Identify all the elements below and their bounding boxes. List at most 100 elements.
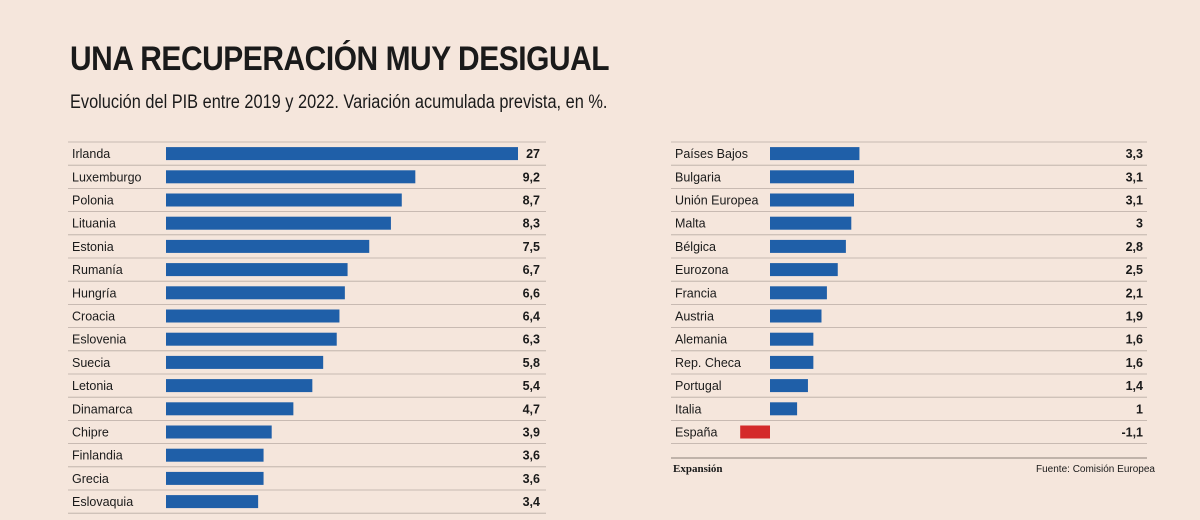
- bar: [166, 170, 416, 184]
- value-label: 6,6: [523, 286, 540, 300]
- category-label: Portugal: [675, 379, 722, 393]
- value-label: 3,9: [523, 426, 540, 440]
- chart-row: Portugal 1,4: [671, 379, 1147, 398]
- chart-row: Letonia 5,4: [68, 379, 546, 398]
- chart-row: Eurozona 2,5: [671, 263, 1147, 282]
- category-label: Chipre: [72, 426, 109, 440]
- chart-row: Francia 2,1: [671, 286, 1147, 305]
- value-label: 2,8: [1126, 240, 1143, 254]
- bar-negative: [740, 425, 770, 439]
- category-label: Letonia: [72, 379, 113, 393]
- bar: [166, 263, 348, 277]
- bar: [166, 425, 272, 439]
- category-label: Francia: [675, 286, 717, 300]
- bar: [166, 379, 313, 393]
- chart-row: Unión Europea 3,1: [671, 193, 1147, 213]
- chart-row: Países Bajos 3,3: [671, 147, 1147, 166]
- bar: [166, 239, 370, 253]
- chart-row: Lituania 8,3: [68, 216, 546, 236]
- bar: [166, 355, 324, 369]
- category-label: Grecia: [72, 472, 109, 486]
- value-label: 4,7: [523, 402, 540, 416]
- bar: [166, 332, 337, 346]
- value-label: 9,2: [523, 170, 540, 184]
- bar: [166, 495, 259, 509]
- chart-row: Alemania 1,6: [671, 332, 1147, 352]
- bar: [770, 355, 814, 369]
- value-label: 1,6: [1126, 333, 1143, 347]
- category-label: Eslovaquia: [72, 495, 133, 509]
- category-label: Italia: [675, 402, 701, 416]
- value-label: 3,6: [523, 472, 540, 486]
- value-label: 3,4: [523, 495, 540, 509]
- value-label: 27: [526, 147, 540, 161]
- chart-row: Rumanía 6,7: [68, 263, 546, 282]
- chart-row: Eslovenia 6,3: [68, 332, 546, 352]
- bar: [166, 309, 340, 323]
- value-label: 2,5: [1126, 263, 1143, 277]
- value-label: 5,8: [523, 356, 540, 370]
- category-label: Malta: [675, 217, 706, 231]
- value-label: 6,4: [523, 310, 540, 324]
- chart-left-panel: Irlanda 27 Luxemburgo 9,2 Polonia 8,7 Lituania…: [68, 141, 546, 514]
- chart-row: Luxemburgo 9,2: [68, 170, 546, 189]
- chart-row: Finlandia 3,6: [68, 448, 546, 468]
- chart-row: Rep. Checa 1,6: [671, 355, 1147, 375]
- value-label: 8,7: [523, 194, 540, 208]
- category-label: Croacia: [72, 310, 115, 324]
- category-label: Unión Europea: [675, 194, 758, 208]
- chart-row: Eslovaquia 3,4: [68, 495, 546, 514]
- bar: [166, 402, 294, 416]
- category-label: Austria: [675, 310, 714, 324]
- value-label: 5,4: [523, 379, 540, 393]
- value-label: 1,4: [1126, 379, 1143, 393]
- category-label: Luxemburgo: [72, 170, 142, 184]
- chart-row: Austria 1,9: [671, 309, 1147, 329]
- category-label: Suecia: [72, 356, 110, 370]
- bar: [770, 170, 855, 184]
- chart-row: Croacia 6,4: [68, 309, 546, 329]
- bar: [770, 309, 822, 323]
- value-label: 3: [1136, 217, 1143, 231]
- chart-right-panel: Países Bajos 3,3 Bulgaria 3,1 Unión Europea 3…: [671, 141, 1147, 459]
- chart-row: Hungría 6,6: [68, 286, 546, 305]
- value-label: 6,3: [523, 333, 540, 347]
- chart-row: Italia 1: [671, 402, 1147, 421]
- value-label: 8,3: [523, 217, 540, 231]
- category-label: Eurozona: [675, 263, 729, 277]
- chart-row: Chipre 3,9: [68, 425, 546, 445]
- bar: [770, 216, 852, 230]
- category-label: Estonia: [72, 240, 114, 254]
- category-label: España: [675, 426, 717, 440]
- category-label: Hungría: [72, 286, 117, 300]
- value-label: 1: [1136, 402, 1143, 416]
- bar: [770, 286, 827, 300]
- bar: [770, 193, 855, 207]
- value-label: 3,1: [1126, 170, 1143, 184]
- category-label: Rep. Checa: [675, 356, 741, 370]
- value-label: 6,7: [523, 263, 540, 277]
- value-label: 1,6: [1126, 356, 1143, 370]
- chart-row: Irlanda 27: [68, 147, 546, 166]
- category-label: Alemania: [675, 333, 727, 347]
- chart-row: Bélgica 2,8: [671, 239, 1147, 259]
- bar: [166, 286, 345, 300]
- category-label: Irlanda: [72, 147, 110, 161]
- source-note: Fuente: Comisión Europea: [1036, 464, 1155, 475]
- chart-row: Suecia 5,8: [68, 355, 546, 375]
- bar: [770, 379, 808, 393]
- value-label: 3,3: [1126, 147, 1143, 161]
- bar: [166, 448, 264, 462]
- chart-row: Malta 3: [671, 216, 1147, 236]
- category-label: Bélgica: [675, 240, 716, 254]
- bar: [166, 147, 518, 161]
- chart-row: Estonia 7,5: [68, 239, 546, 259]
- category-label: Lituania: [72, 217, 116, 231]
- value-label: 7,5: [523, 240, 540, 254]
- value-label: -1,1: [1121, 426, 1143, 440]
- chart-title: UNA RECUPERACIÓN MUY DESIGUAL: [70, 40, 610, 78]
- bar: [770, 402, 798, 416]
- category-label: Dinamarca: [72, 402, 132, 416]
- bar: [770, 147, 860, 161]
- chart-row: Grecia 3,6: [68, 471, 546, 491]
